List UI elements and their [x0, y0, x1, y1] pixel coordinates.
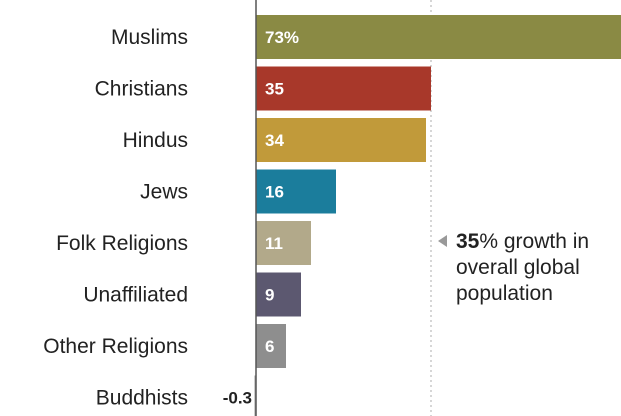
category-label: Hindus [123, 129, 188, 152]
category-label: Jews [140, 181, 188, 204]
value-label: 35 [265, 80, 284, 99]
bar [256, 66, 431, 111]
left-arrow-icon [438, 235, 447, 247]
category-label: Unaffiliated [83, 284, 188, 307]
bar [256, 221, 311, 265]
value-label: 11 [265, 234, 283, 253]
category-label: Other Religions [43, 335, 188, 358]
category-label: Christians [95, 78, 188, 101]
category-label: Folk Religions [56, 232, 188, 255]
bar [256, 15, 621, 59]
bar [256, 169, 336, 214]
value-label: 73% [265, 28, 299, 47]
bar [256, 272, 301, 317]
value-label: 34 [265, 131, 284, 150]
value-label: 6 [265, 337, 274, 356]
growth-annotation: 35% growth in overall global population [438, 229, 618, 307]
value-label: 16 [265, 183, 284, 202]
value-label: -0.3 [223, 389, 252, 408]
bar [256, 118, 426, 162]
bar [256, 324, 286, 368]
category-label: Muslims [111, 26, 188, 49]
category-label: Buddhists [96, 387, 188, 410]
annotation-text: % growth in overall global population [456, 230, 590, 305]
value-label: 9 [265, 286, 274, 305]
annotation-bold-value: 35 [456, 230, 480, 253]
